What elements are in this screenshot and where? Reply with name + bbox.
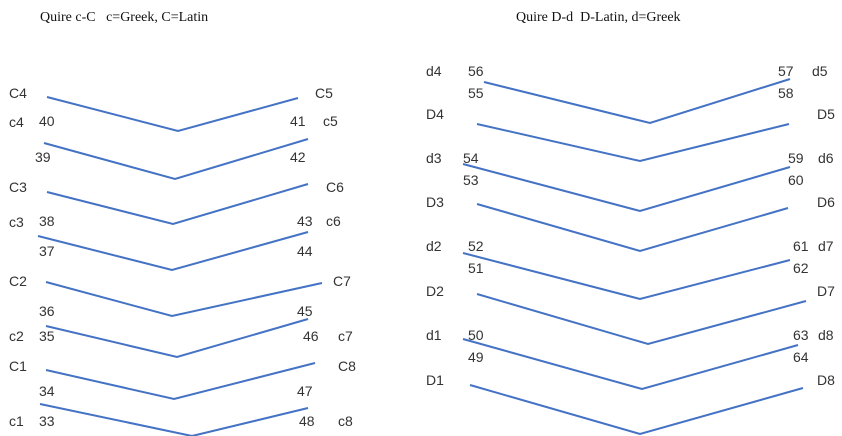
label-C6: C6 — [326, 179, 344, 195]
label-38: 38 — [39, 213, 55, 229]
leaf-c2-c7 — [45, 281, 323, 318]
label-53: 53 — [463, 172, 479, 188]
leaf-c1-c8 — [45, 362, 316, 401]
label-61: 61 — [793, 238, 809, 254]
label-C8: C8 — [338, 358, 356, 374]
label-c2: c2 — [9, 328, 24, 344]
left-quire-leaves — [37, 96, 323, 436]
leaf-38-43 — [37, 231, 309, 272]
label-d8: d8 — [818, 327, 834, 343]
right-quire-labels: d4 56 57 d5 55 58 D4 D5 d3 54 59 d6 53 6… — [426, 63, 835, 388]
leaf-d1-d8 — [469, 384, 804, 436]
label-c6: c6 — [326, 213, 341, 229]
label-D8: D8 — [817, 372, 835, 388]
label-D6: D6 — [817, 194, 835, 210]
leaf-50-63 — [462, 338, 799, 391]
label-C4: C4 — [9, 85, 27, 101]
label-C7: C7 — [333, 273, 351, 289]
leaf-d4-d5 — [476, 123, 790, 163]
leaf-c3-c6 — [46, 183, 309, 226]
label-c3: c3 — [9, 214, 24, 230]
label-D2: D2 — [426, 283, 444, 299]
label-d5: d5 — [812, 63, 828, 79]
label-56: 56 — [468, 63, 484, 79]
label-36: 36 — [39, 303, 55, 319]
label-55: 55 — [468, 85, 484, 101]
label-D7: D7 — [817, 283, 835, 299]
leaf-d3-d6 — [476, 203, 789, 253]
label-49: 49 — [468, 349, 484, 365]
label-58: 58 — [778, 85, 794, 101]
leaf-56-57 — [483, 78, 791, 125]
left-quire-labels: C4 C5 c4 40 41 c5 39 42 C3 C6 c3 38 43 c… — [9, 85, 356, 429]
leaf-d2-d7 — [476, 293, 807, 346]
label-D4: D4 — [426, 106, 444, 122]
label-62: 62 — [793, 260, 809, 276]
label-35: 35 — [39, 328, 55, 344]
label-60: 60 — [788, 172, 804, 188]
label-c8: c8 — [338, 413, 353, 429]
label-c5: c5 — [323, 113, 338, 129]
label-44: 44 — [297, 243, 313, 259]
leaf-54-59 — [462, 163, 791, 213]
label-48: 48 — [299, 413, 315, 429]
label-41: 41 — [290, 113, 306, 129]
label-d4: d4 — [426, 63, 442, 79]
label-C5: C5 — [315, 85, 333, 101]
label-42: 42 — [290, 149, 306, 165]
label-43: 43 — [297, 213, 313, 229]
label-39: 39 — [35, 149, 51, 165]
leaf-40-41 — [43, 138, 309, 181]
label-c7: c7 — [338, 328, 353, 344]
label-50: 50 — [468, 327, 484, 343]
label-C2: C2 — [9, 273, 27, 289]
label-57: 57 — [778, 63, 794, 79]
leaf-52-61 — [462, 252, 791, 301]
leaf-33-48 — [39, 403, 309, 436]
label-47: 47 — [297, 383, 313, 399]
title-right: Quire D-d D-Latin, d=Greek — [516, 10, 681, 25]
label-d1: d1 — [426, 327, 442, 343]
title-left: Quire c-C c=Greek, C=Latin — [40, 10, 209, 25]
label-54: 54 — [463, 150, 479, 166]
label-45: 45 — [297, 303, 313, 319]
label-46: 46 — [303, 328, 319, 344]
label-34: 34 — [39, 383, 55, 399]
label-c1: c1 — [9, 413, 24, 429]
label-59: 59 — [788, 150, 804, 166]
label-63: 63 — [793, 327, 809, 343]
label-37: 37 — [39, 243, 55, 259]
label-D5: D5 — [817, 106, 835, 122]
leaf-35-46 — [45, 318, 309, 359]
label-C1: C1 — [9, 358, 27, 374]
label-d7: d7 — [818, 238, 834, 254]
leaf-c4-c5 — [46, 96, 299, 133]
label-52: 52 — [468, 238, 484, 254]
right-quire-leaves — [462, 78, 807, 436]
label-d6: d6 — [818, 150, 834, 166]
label-d2: d2 — [426, 238, 442, 254]
label-64: 64 — [793, 349, 809, 365]
label-C3: C3 — [9, 179, 27, 195]
label-D3: D3 — [426, 194, 444, 210]
label-51: 51 — [468, 260, 484, 276]
label-40: 40 — [39, 113, 55, 129]
label-c4: c4 — [9, 114, 24, 130]
label-33: 33 — [39, 413, 55, 429]
label-D1: D1 — [426, 372, 444, 388]
label-d3: d3 — [426, 150, 442, 166]
